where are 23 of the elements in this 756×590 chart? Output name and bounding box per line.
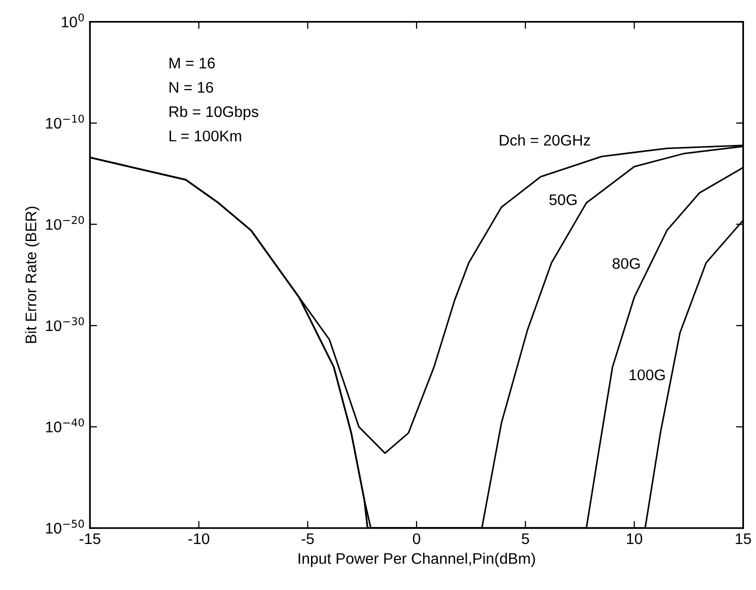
x-tick-label: 15 <box>736 533 752 544</box>
x-tick-label: 10 <box>626 533 642 544</box>
y-tick-label: 10$^{0}$ <box>62 13 84 28</box>
annotation: L = 100Km <box>170 130 242 142</box>
series-label: Dch = 20GHz <box>500 134 590 146</box>
y-tick-label: 10$^{−40}$ <box>46 418 84 432</box>
x-tick-label: -10 <box>188 533 210 544</box>
annotation: Rb = 10Gbps <box>170 106 258 120</box>
y-tick-label: 10$^{−30}$ <box>46 317 84 332</box>
series-label: 80G <box>612 258 640 269</box>
annotation: N = 16 <box>170 82 214 93</box>
x-tick-label: 5 <box>522 533 530 544</box>
series-label: 50G <box>549 194 577 206</box>
y-tick-label: 10$^{−50}$ <box>46 520 84 534</box>
x-axis-title: Input Power Per Channel,Pin(dBm) <box>298 552 535 567</box>
x-tick-label: -15 <box>80 533 100 544</box>
series-label: 100G <box>630 369 665 380</box>
y-tick-label: 10$^{−10}$ <box>46 114 84 129</box>
x-tick-label: -5 <box>302 533 314 544</box>
annotation: M = 16 <box>170 58 215 68</box>
x-tick-label: 0 <box>412 533 420 544</box>
y-axis-title: Bit Error Rate (BER) <box>25 206 40 343</box>
y-tick-label: 10$^{−20}$ <box>46 216 84 230</box>
